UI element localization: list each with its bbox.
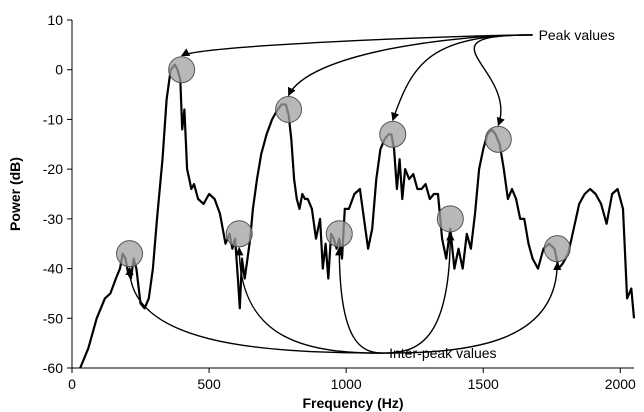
annotation-arrows [125, 34, 562, 354]
y-tick-label: -50 [43, 310, 63, 326]
peak-marker [275, 95, 303, 123]
y-tick-label: -40 [43, 261, 63, 277]
y-axis-title: Power (dB) [7, 157, 23, 231]
peak-marker [379, 120, 407, 148]
x-tick-label: 500 [197, 376, 221, 392]
series-layer [79, 63, 636, 369]
inter-peak-marker [436, 205, 464, 233]
x-tick-label: 2000 [605, 376, 636, 392]
y-tick-label: 0 [55, 62, 63, 78]
peak-arrow [473, 34, 533, 127]
y-tick-label: -60 [43, 360, 63, 376]
inter-peak-arrow [235, 246, 384, 354]
inter-peak-marker [225, 220, 253, 248]
y-tick-label: -30 [43, 211, 63, 227]
markers-layer [116, 56, 571, 268]
x-axis-title: Frequency (Hz) [302, 395, 403, 411]
y-tick-label: -20 [43, 161, 63, 177]
peak-values-annotation: Peak values [539, 27, 615, 43]
peak-marker [168, 56, 196, 84]
spectrum-line [79, 63, 636, 369]
peak-arrow [391, 34, 533, 122]
peak-arrow [287, 34, 533, 97]
inter-peak-marker [116, 240, 144, 268]
x-tick-label: 1500 [468, 376, 499, 392]
x-tick-label: 1000 [331, 376, 362, 392]
y-tick-label: -10 [43, 111, 63, 127]
axes: 10 0 -10 -20 -30 -40 -50 -60 0 500 1000 1500 2000 [43, 12, 636, 392]
inter-peak-marker [325, 220, 353, 248]
inter-peak-arrow [335, 246, 384, 354]
inter-peak-arrow [383, 232, 455, 354]
y-tick-label: 10 [47, 12, 63, 28]
inter-peak-arrow [125, 266, 384, 354]
inter-peak-values-annotation: Inter-peak values [389, 345, 496, 361]
peak-marker [484, 125, 512, 153]
inter-peak-marker [543, 235, 571, 263]
x-tick-label: 0 [68, 376, 76, 392]
inter-peak-arrow [383, 261, 562, 354]
